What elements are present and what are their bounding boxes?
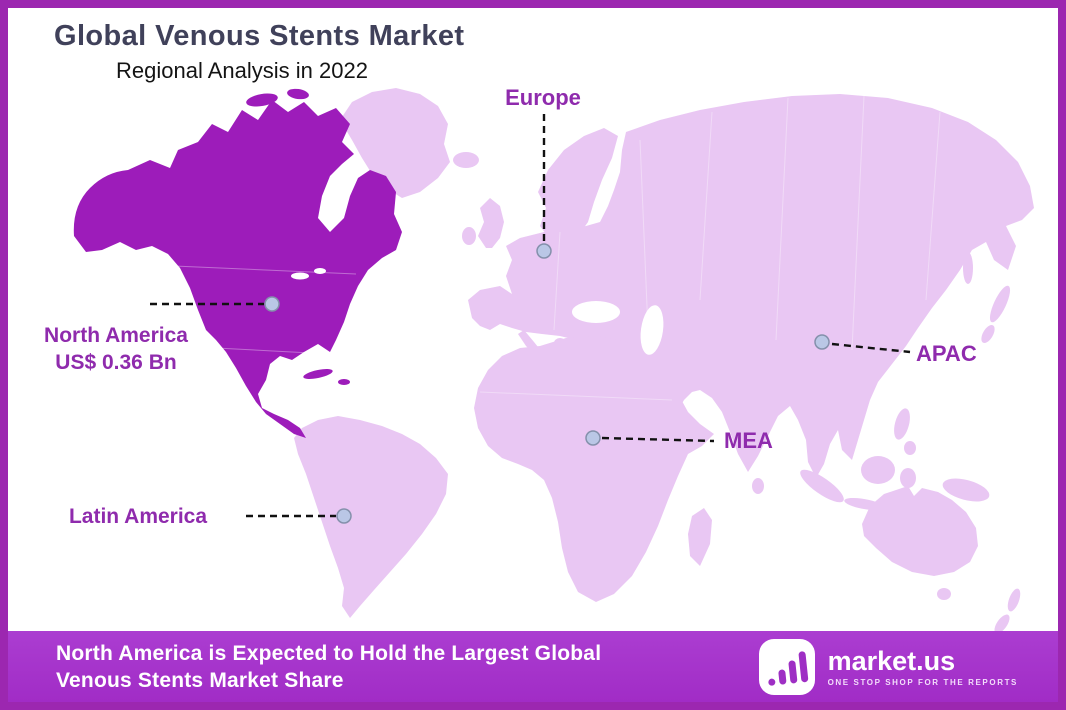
leader-lines xyxy=(150,114,911,518)
marker-north-america xyxy=(264,296,280,312)
footer-headline-line1: North America is Expected to Hold the La… xyxy=(56,641,602,665)
footer-headline: North America is Expected to Hold the La… xyxy=(56,640,601,694)
island-sri-lanka xyxy=(752,478,764,494)
page-subtitle: Regional Analysis in 2022 xyxy=(116,58,368,83)
island-nz-south xyxy=(994,614,1010,634)
island-great-britain xyxy=(478,198,504,248)
continents-default xyxy=(294,88,1034,634)
island-ireland xyxy=(462,227,476,245)
island-hispaniola xyxy=(338,379,350,385)
island-madagascar xyxy=(688,508,712,566)
marker-apac xyxy=(814,334,830,350)
continent-eurasia xyxy=(468,94,1034,478)
world-map xyxy=(73,88,1034,634)
leader-line-apac xyxy=(831,342,911,354)
region-label-north-america-name: North America xyxy=(44,324,188,347)
logo-bar-2 xyxy=(787,659,798,684)
continent-australia xyxy=(862,486,978,576)
region-scandinavia xyxy=(538,128,618,244)
island-japan-kyushu xyxy=(981,324,995,344)
bar-chart-logo-icon xyxy=(758,638,815,695)
marker-latin-america xyxy=(336,508,352,524)
black-sea xyxy=(572,301,620,323)
marker-mea xyxy=(585,430,601,446)
island-cuba xyxy=(303,368,333,380)
continent-greenland xyxy=(340,88,450,198)
island-tasmania xyxy=(937,588,951,600)
marker-europe xyxy=(536,243,552,259)
continent-south-america xyxy=(294,416,448,618)
island-mindanao xyxy=(904,441,916,455)
footer-banner: North America is Expected to Hold the La… xyxy=(8,631,1058,702)
page-title: Global Venous Stents Market xyxy=(54,20,465,52)
great-lakes-2 xyxy=(314,268,326,274)
logo-bars xyxy=(765,650,809,686)
region-label-latin-america: Latin America xyxy=(68,505,208,528)
logo-bar-1 xyxy=(777,668,787,685)
arctic-island-1 xyxy=(246,93,278,107)
region-label-north-america: North America US$ 0.36 Bn xyxy=(16,322,216,376)
great-lakes-1 xyxy=(291,272,309,280)
island-sumatra xyxy=(800,469,844,503)
island-iceland xyxy=(453,152,479,168)
region-markers xyxy=(264,243,830,524)
continent-north-america xyxy=(73,100,403,438)
island-sulawesi xyxy=(900,468,916,488)
region-value-north-america: US$ 0.36 Bn xyxy=(55,351,177,374)
logo-dot xyxy=(767,677,776,686)
region-label-mea: MEA xyxy=(724,428,773,453)
island-borneo xyxy=(861,456,895,484)
island-philippines xyxy=(894,408,910,440)
caspian-sea xyxy=(640,305,664,355)
logo-text-block: market.us ONE STOP SHOP FOR THE REPORTS xyxy=(828,647,1018,687)
leader-line-mea xyxy=(601,436,715,443)
island-nz-north xyxy=(1007,588,1021,612)
continent-north-america-highlighted xyxy=(73,88,403,438)
logo-tagline: ONE STOP SHOP FOR THE REPORTS xyxy=(827,677,1018,687)
logo-bar-3 xyxy=(797,650,809,683)
arctic-island-2 xyxy=(287,88,309,100)
island-new-guinea xyxy=(942,478,990,502)
continent-africa xyxy=(474,336,714,602)
logo-name: market.us xyxy=(827,645,956,676)
footer-headline-line2: Venous Stents Market Share xyxy=(56,668,344,692)
market-us-logo: market.us ONE STOP SHOP FOR THE REPORTS xyxy=(758,638,1018,695)
island-japan-honshu xyxy=(989,285,1011,323)
inland-seas xyxy=(291,268,664,355)
region-label-apac: APAC xyxy=(916,341,977,366)
island-sakhalin xyxy=(963,252,973,284)
country-borders xyxy=(173,95,941,401)
region-label-europe: Europe xyxy=(505,85,581,110)
